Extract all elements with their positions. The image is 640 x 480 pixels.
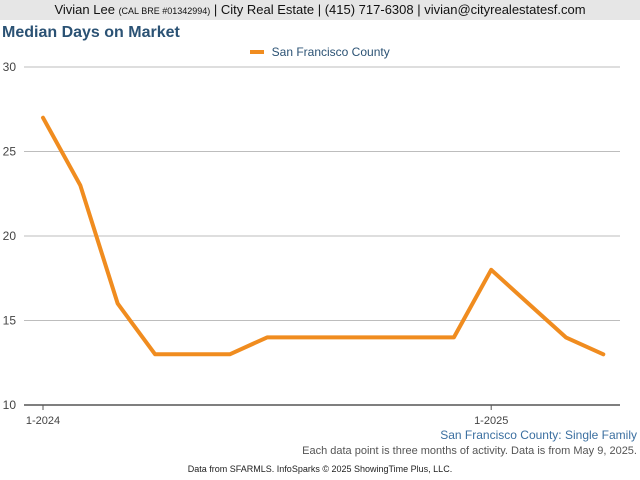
data-note: Each data point is three months of activ… bbox=[302, 445, 637, 457]
agent-license: (CAL BRE #01342994) bbox=[118, 6, 211, 16]
x-tick-label-1-2024: 1-2024 bbox=[26, 415, 60, 427]
agent-contact-info: | City Real Estate | (415) 717-6308 | vi… bbox=[213, 2, 586, 17]
legend-swatch bbox=[250, 49, 265, 54]
y-tick-label-25: 25 bbox=[3, 145, 17, 159]
agent-name: Vivian Lee bbox=[54, 2, 115, 17]
legend-label: San Francisco County bbox=[271, 45, 390, 59]
data-source-footer: Data from SFARMLS. InfoSparks © 2025 Sho… bbox=[187, 464, 453, 474]
y-tick-label-20: 20 bbox=[3, 229, 17, 243]
x-tick-label-1-2025: 1-2025 bbox=[474, 415, 508, 427]
y-tick-label-30: 30 bbox=[3, 60, 17, 74]
y-tick-label-10: 10 bbox=[3, 398, 17, 412]
chart-legend[interactable]: San Francisco County bbox=[0, 45, 640, 59]
chart-subtitle: San Francisco County: Single Family bbox=[440, 428, 637, 442]
chart-title: Median Days on Market bbox=[2, 24, 180, 41]
contact-header: Vivian Lee (CAL BRE #01342994) | City Re… bbox=[0, 0, 640, 20]
y-tick-label-15: 15 bbox=[3, 314, 17, 328]
series-line-0 bbox=[41, 115, 606, 357]
